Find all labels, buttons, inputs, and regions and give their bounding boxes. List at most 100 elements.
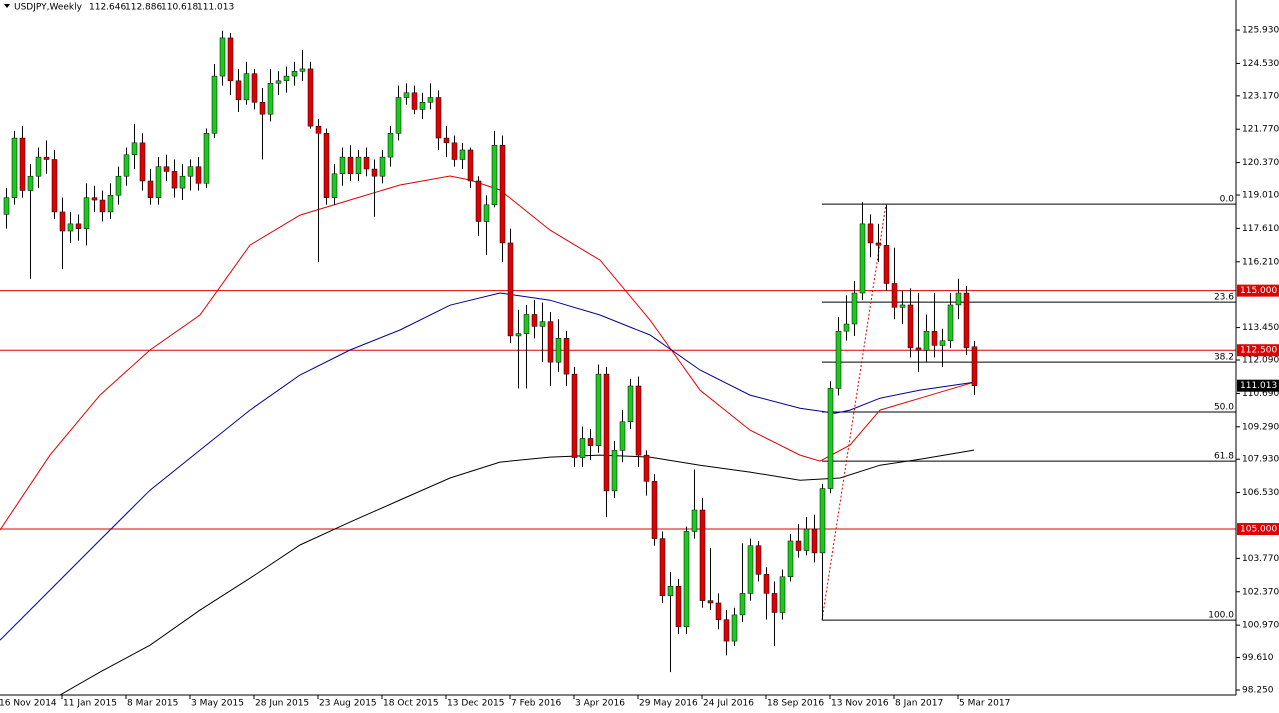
- candle-body: [11, 137, 18, 198]
- candle-body: [395, 97, 402, 134]
- y-tick-label: 103.770: [1242, 554, 1279, 564]
- candle-body: [771, 593, 778, 613]
- x-tick-label: 5 Mar 2017: [959, 699, 1010, 709]
- candle-body: [851, 292, 858, 325]
- candle-body: [203, 133, 210, 184]
- candle-body: [739, 593, 746, 616]
- candle-body: [555, 338, 562, 363]
- fib-label: 23.6: [1214, 293, 1234, 303]
- last-price-label: 111.013: [1240, 381, 1277, 391]
- price-label: 115.000: [1240, 286, 1277, 296]
- candle-body: [147, 180, 154, 198]
- moving-average: [0, 292, 975, 641]
- price-label: 105.000: [1240, 525, 1277, 535]
- candle-body: [27, 175, 34, 191]
- candle-body: [795, 540, 802, 551]
- fib-label: 100.0: [1208, 611, 1234, 621]
- candle-body: [875, 242, 882, 246]
- candle-body: [587, 438, 594, 446]
- candle-body: [267, 82, 274, 115]
- candle-body: [195, 166, 202, 184]
- candle-body: [931, 330, 938, 346]
- candle-body: [579, 438, 586, 458]
- candle-body: [707, 600, 714, 604]
- x-tick-label: 7 Feb 2016: [511, 699, 562, 709]
- candle-body: [403, 92, 410, 98]
- candle-body: [603, 373, 610, 492]
- candle-body: [459, 149, 466, 160]
- candle-body: [139, 142, 146, 182]
- candle-body: [163, 166, 170, 172]
- candle-body: [619, 421, 626, 451]
- candle-body: [339, 156, 346, 175]
- candle-body: [787, 540, 794, 577]
- candle-body: [699, 509, 706, 601]
- fib-label: 0.0: [1220, 195, 1235, 205]
- candle-body: [563, 338, 570, 375]
- candle-body: [811, 528, 818, 554]
- candle-body: [123, 154, 130, 177]
- candle-body: [83, 197, 90, 229]
- candle-body: [411, 92, 418, 110]
- candle-body: [427, 97, 434, 103]
- candle-body: [571, 373, 578, 458]
- x-tick-label: 23 Aug 2015: [319, 699, 377, 709]
- x-tick-label: 3 May 2015: [191, 699, 244, 709]
- candle-body: [827, 388, 834, 489]
- candle-body: [451, 142, 458, 160]
- candle-body: [515, 333, 522, 337]
- candle-body: [971, 346, 978, 386]
- candle-body: [99, 199, 106, 213]
- ohlc-close: 111.013: [197, 3, 234, 13]
- y-tick-label: 123.170: [1242, 91, 1279, 101]
- candle-body: [315, 125, 322, 134]
- last-price-box: [1237, 379, 1279, 392]
- menu-icon[interactable]: [4, 4, 10, 8]
- candle-body: [507, 242, 514, 337]
- price-label-box: [1237, 284, 1279, 297]
- candle-body: [107, 195, 114, 213]
- candle-body: [523, 314, 530, 334]
- candle-body: [443, 137, 450, 144]
- fib-label: 38.2: [1214, 353, 1234, 363]
- candle-body: [75, 223, 82, 229]
- candle-body: [491, 144, 498, 206]
- candle-body: [819, 488, 826, 554]
- candle-body: [667, 586, 674, 597]
- candle-body: [59, 211, 66, 232]
- candle-body: [843, 323, 850, 332]
- candle-body: [675, 586, 682, 628]
- candle-body: [179, 175, 186, 189]
- candle-body: [155, 166, 162, 198]
- candle-body: [939, 340, 946, 346]
- y-tick-label: 107.930: [1242, 455, 1279, 465]
- candle-body: [379, 156, 386, 177]
- candle-body: [291, 71, 298, 77]
- candle-body: [883, 245, 890, 284]
- y-tick-label: 113.450: [1242, 323, 1279, 333]
- candle-body: [907, 304, 914, 349]
- candle-body: [755, 545, 762, 575]
- candle-body: [187, 166, 194, 177]
- candle-body: [627, 385, 634, 423]
- x-tick-label: 18 Oct 2015: [383, 699, 439, 709]
- candle-body: [19, 137, 26, 191]
- candle-body: [651, 481, 658, 539]
- y-tick-label: 99.610: [1242, 653, 1274, 663]
- candle-body: [923, 330, 930, 351]
- candle-body: [371, 168, 378, 177]
- candle-body: [947, 304, 954, 341]
- x-tick-label: 8 Jan 2017: [895, 699, 943, 709]
- candle-body: [51, 159, 58, 213]
- candle-body: [355, 156, 362, 175]
- candle-body: [915, 347, 922, 351]
- candle-body: [643, 454, 650, 482]
- candle-body: [219, 37, 226, 77]
- candle-body: [683, 531, 690, 628]
- y-tick-label: 102.370: [1242, 587, 1279, 597]
- candle-body: [963, 292, 970, 349]
- candle-body: [3, 197, 10, 215]
- candle-body: [859, 223, 866, 294]
- y-tick-label: 106.530: [1242, 488, 1279, 498]
